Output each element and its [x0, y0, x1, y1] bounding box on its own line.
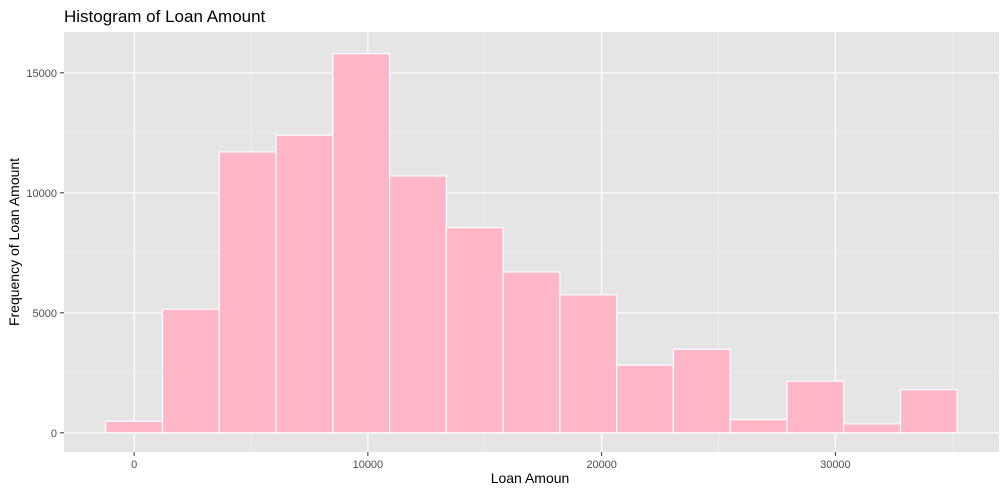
histogram-bar — [786, 380, 845, 434]
histogram-bar — [616, 364, 675, 434]
histogram-bar — [672, 348, 731, 434]
y-tick-label: 10000 — [26, 188, 57, 200]
histogram-bar — [161, 308, 220, 434]
histogram-bar — [332, 52, 391, 434]
y-tick-label: 15000 — [26, 68, 57, 80]
x-tick-label: 0 — [131, 459, 137, 471]
x-tick-label: 10000 — [353, 459, 384, 471]
y-axis: 0 5000 10000 15000 — [26, 68, 64, 440]
histogram-bar — [105, 420, 164, 434]
chart-title: Histogram of Loan Amount — [64, 7, 266, 26]
x-axis-title: Loan Amoun — [491, 470, 570, 486]
x-tick-label: 20000 — [586, 459, 617, 471]
x-tick-label: 30000 — [820, 459, 851, 471]
histogram-bar — [559, 294, 618, 434]
histogram-bar — [502, 271, 561, 434]
histogram-bar — [388, 175, 447, 434]
histogram-bar — [899, 389, 958, 434]
y-axis-title: Frequency of Loan Amount — [6, 158, 22, 326]
histogram-bar — [218, 151, 277, 434]
histogram-bar — [445, 227, 504, 434]
y-tick-label: 0 — [51, 428, 57, 440]
histogram-bar — [843, 423, 902, 434]
y-tick-label: 5000 — [33, 308, 57, 320]
histogram-bar — [275, 134, 334, 434]
histogram-bars — [105, 52, 958, 434]
histogram-bar — [729, 419, 788, 434]
x-axis: 0 10000 20000 30000 — [131, 452, 851, 471]
